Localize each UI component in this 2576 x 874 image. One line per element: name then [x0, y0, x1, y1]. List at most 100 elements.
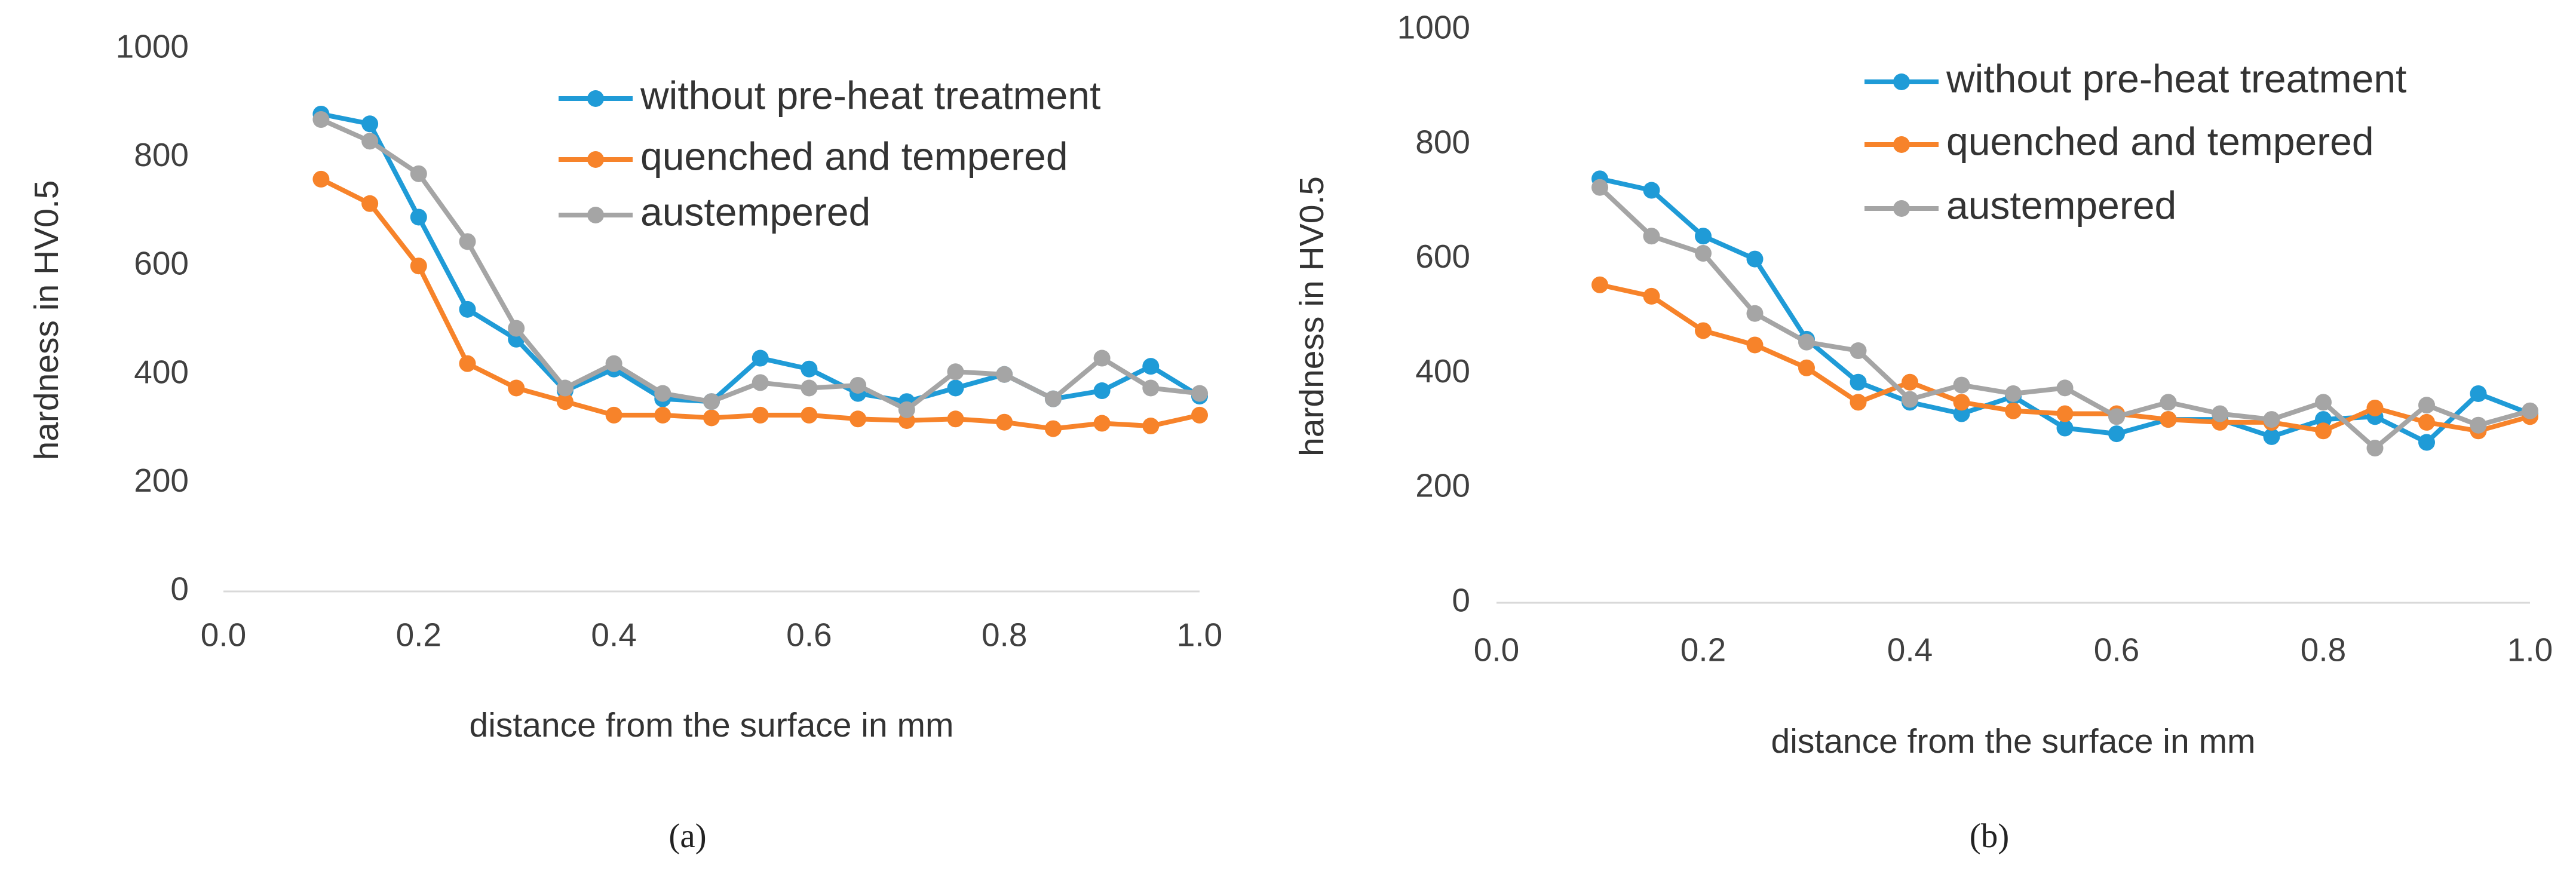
panel-label: (b)	[1970, 817, 2009, 855]
data-point	[1746, 336, 1764, 354]
x-tick-label: 0.6	[786, 617, 832, 654]
data-point	[654, 385, 671, 402]
x-axis-title: distance from the surface in mm	[1771, 722, 2256, 760]
chart: 0 200 400 600 800 1000 0.0 0.2 0.4 0.6 0.8 1.0 dista…	[27, 28, 1222, 855]
data-point	[801, 360, 818, 378]
data-point	[801, 406, 818, 424]
data-point	[361, 115, 379, 133]
data-point	[1746, 250, 1764, 268]
y-tick-label: 800	[1415, 123, 1470, 160]
data-point	[1953, 394, 1970, 411]
x-tick-label: 0.4	[591, 617, 636, 654]
data-point	[556, 379, 574, 397]
legend-label: quenched and tempered	[640, 134, 1068, 178]
data-point	[2418, 397, 2435, 414]
data-point	[2418, 434, 2435, 451]
data-point	[1850, 394, 1867, 411]
x-axis-title: distance from the surface in mm	[470, 706, 954, 744]
data-point	[1850, 373, 1867, 391]
legend-label: austempered	[640, 189, 870, 234]
data-point	[1142, 379, 1160, 397]
y-tick-label: 600	[134, 245, 189, 282]
data-point	[752, 406, 769, 424]
data-point	[1044, 420, 1062, 437]
data-point	[2056, 379, 2074, 397]
x-tick-label: 0.6	[2094, 631, 2139, 668]
legend-marker	[587, 151, 604, 168]
data-point	[605, 406, 622, 424]
x-tick-label: 0.8	[2301, 631, 2346, 668]
legend-marker	[1893, 136, 1910, 153]
legend-label: austempered	[1946, 183, 2176, 227]
x-tick-label: 0.2	[1680, 631, 1726, 668]
y-tick-label: 1000	[116, 28, 189, 65]
y-tick-label: 200	[1415, 467, 1470, 504]
y-axis-title: hardness in HV0.5	[1293, 176, 1331, 456]
data-point	[556, 393, 574, 410]
data-point	[410, 208, 427, 226]
y-tick-label: 600	[1415, 238, 1470, 275]
data-point	[1695, 228, 1712, 245]
y-tick-label: 200	[134, 462, 189, 499]
data-point	[1695, 322, 1712, 339]
data-point	[2212, 405, 2228, 422]
data-point	[1902, 373, 1918, 391]
data-point	[1591, 276, 1608, 293]
x-tick-label: 0.4	[1887, 631, 1933, 668]
data-point	[1191, 406, 1208, 424]
legend-marker	[1893, 200, 1910, 217]
data-point	[850, 376, 867, 394]
y-axis-title: hardness in HV0.5	[27, 180, 66, 461]
data-point	[361, 133, 379, 150]
data-point	[947, 379, 964, 397]
data-point	[654, 406, 671, 424]
data-point	[1850, 342, 1867, 360]
legend-label: without pre-heat treatment	[640, 73, 1100, 117]
data-point	[1746, 305, 1764, 322]
y-tick-label: 0	[170, 571, 189, 608]
data-point	[2315, 394, 2332, 411]
data-point	[312, 170, 330, 188]
data-point	[1044, 390, 1062, 407]
data-point	[2056, 405, 2074, 422]
data-point	[2056, 419, 2074, 437]
data-point	[801, 379, 818, 397]
data-point	[1591, 179, 1608, 196]
data-point	[312, 111, 330, 128]
data-point	[1093, 382, 1111, 400]
data-point	[1902, 391, 1918, 408]
data-point	[1142, 358, 1160, 375]
data-point	[752, 349, 769, 367]
data-point	[459, 300, 476, 318]
data-point	[2108, 425, 2125, 443]
data-point	[2160, 411, 2177, 428]
data-point	[947, 410, 964, 428]
data-point	[2418, 413, 2435, 431]
data-point	[2108, 408, 2125, 425]
legend-marker	[1893, 73, 1910, 90]
legend-label: without pre-heat treatment	[1946, 56, 2406, 100]
data-point	[2470, 385, 2487, 402]
data-point	[1695, 245, 1712, 262]
data-point	[1191, 385, 1208, 402]
data-point	[1643, 182, 1660, 199]
data-point	[947, 363, 964, 381]
data-point	[1798, 333, 1815, 351]
data-point	[2366, 440, 2384, 457]
y-tick-label: 1000	[1397, 9, 1470, 46]
y-tick-label: 800	[134, 136, 189, 173]
data-point	[1643, 287, 1660, 305]
data-point	[2366, 399, 2384, 416]
y-tick-label: 400	[134, 353, 189, 390]
y-tick-label: 400	[1415, 352, 1470, 390]
data-point	[850, 410, 867, 428]
panel-label: (a)	[668, 817, 706, 855]
data-point	[2470, 416, 2487, 434]
data-point	[508, 320, 525, 337]
data-point	[1093, 349, 1111, 367]
chart: 0 200 400 600 800 1000 0.0 0.2 0.4 0.6 0.8 1.0 dista…	[1293, 9, 2553, 855]
data-point	[996, 413, 1013, 431]
data-point	[2315, 411, 2332, 428]
